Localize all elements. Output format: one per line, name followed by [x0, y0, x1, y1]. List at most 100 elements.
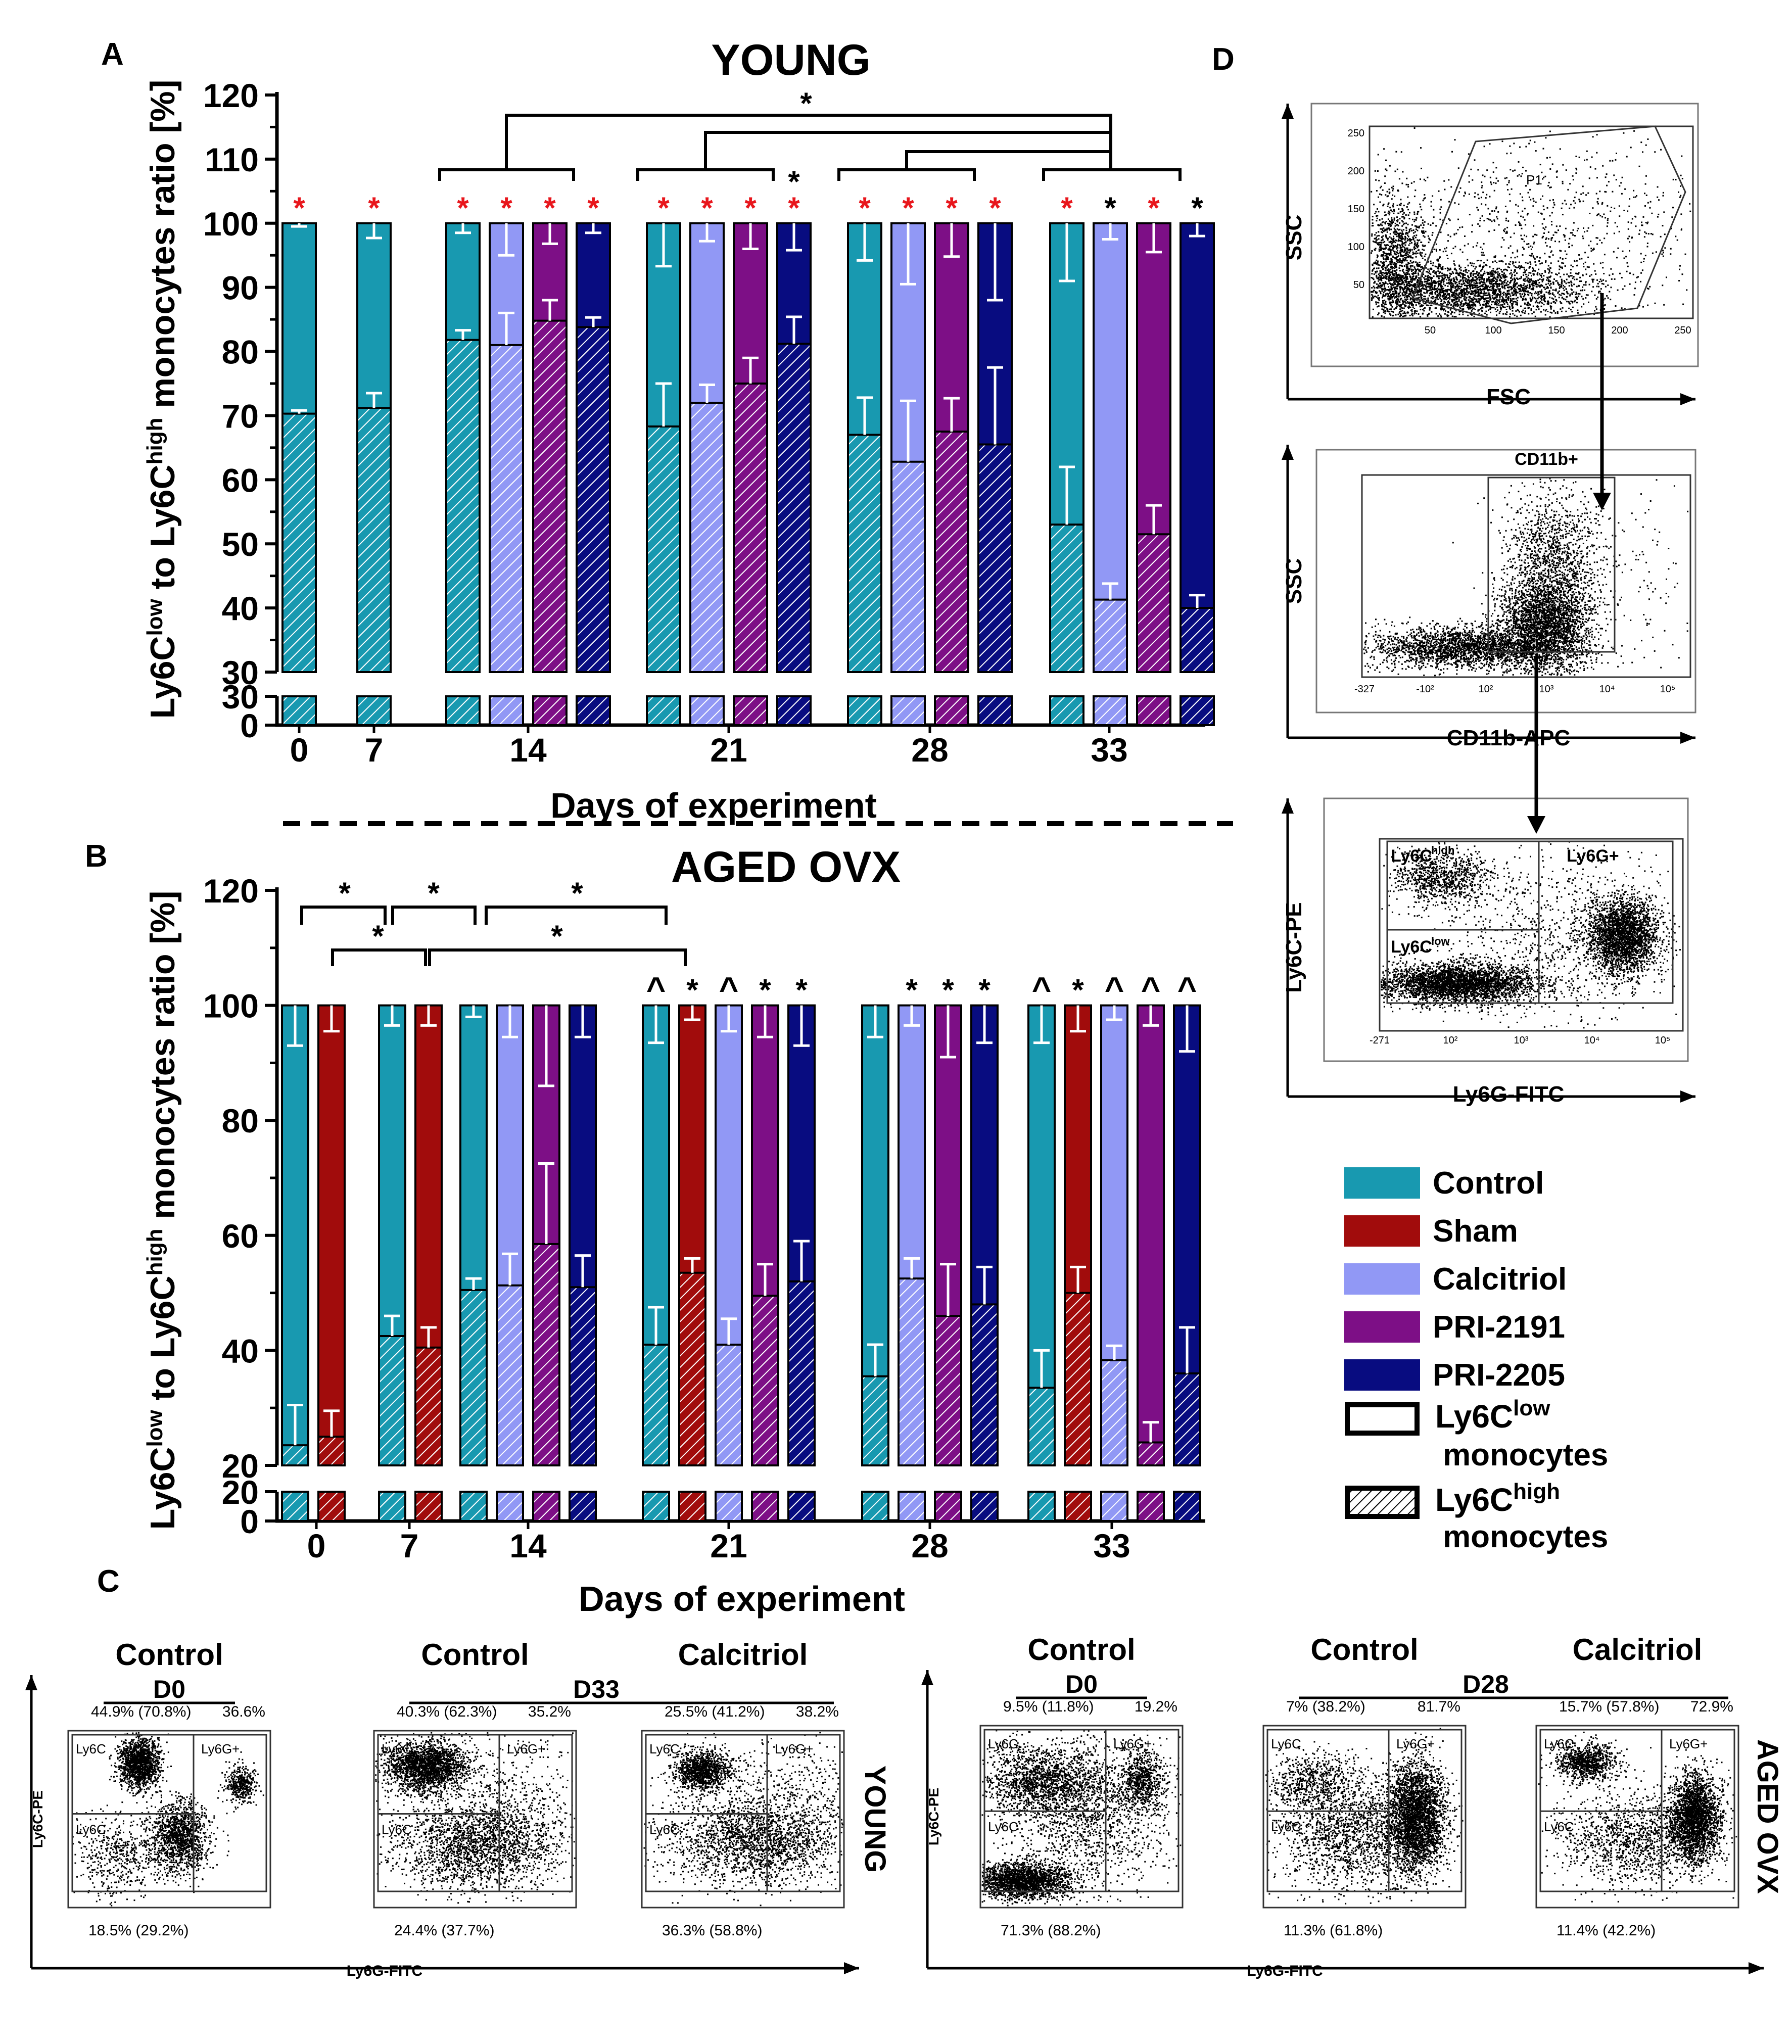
significance-mark: *	[500, 191, 512, 225]
bar-low-segment	[357, 223, 391, 408]
young-plot-2-q-bl: Ly6C	[649, 1822, 680, 1837]
bar-high-hatch	[460, 1290, 487, 1465]
significance-mark: *	[759, 973, 771, 1007]
bar-lower-outline	[1100, 1491, 1128, 1522]
young-ylabel: Ly6Clow to Ly6Chigh monocytes ratio [%]	[143, 80, 182, 719]
bar-lower-outline	[445, 695, 481, 726]
bar-high-hatch	[862, 1376, 888, 1465]
y-tick-label: 0	[240, 1503, 259, 1540]
bar-lower-outline	[281, 1491, 309, 1522]
bar-low-segment	[788, 1005, 815, 1281]
bar-high-hatch	[533, 320, 567, 672]
gating-plot-1-events	[1371, 127, 1691, 318]
bar-lower-hatch	[935, 1492, 961, 1521]
gating-plot-3-xtick: 10⁵	[1655, 1035, 1671, 1046]
panel-label-c: C	[97, 1564, 120, 1599]
gating-plot-2-axes	[1361, 474, 1691, 678]
bracket-significance: *	[551, 919, 563, 953]
bar-lower-hatch	[777, 696, 811, 725]
bar-lower-outline	[776, 695, 812, 726]
bracket-b-2	[391, 906, 477, 925]
significance-mark: *	[293, 191, 305, 225]
gating-plot-1-xtick: 50	[1425, 325, 1436, 336]
bar-lower-outline	[532, 1491, 560, 1522]
aged-plot-1-events	[1265, 1728, 1464, 1905]
aged-plot-1-day: D28	[1463, 1670, 1509, 1698]
young-plot-0-pct-top-left: 44.9% (70.8%)	[91, 1703, 191, 1720]
bar-lower-outline	[934, 695, 969, 726]
bar-lower-outline	[496, 1491, 524, 1522]
bar-high-hatch	[282, 1445, 308, 1465]
bar-lower-outline	[356, 695, 392, 726]
y-tick-label: 120	[203, 872, 259, 910]
gating-plot-1-ytick: 100	[1348, 242, 1364, 253]
legend-label-pri2205: PRI-2205	[1433, 1358, 1565, 1393]
bar-lower-outline	[898, 1491, 926, 1522]
young-xaxis-head	[844, 1962, 859, 1974]
significance-mark: ^	[1141, 970, 1161, 1008]
significance-mark: *	[1148, 191, 1160, 225]
significance-mark: *	[788, 165, 800, 199]
bar-lower-outline	[678, 1491, 706, 1522]
young-plot-1-q-tr: Ly6G+	[507, 1741, 545, 1756]
bar-lower-hatch	[357, 696, 391, 725]
legend-label-control: Control	[1433, 1166, 1544, 1201]
bar-high-hatch	[891, 461, 925, 672]
bar-lower-outline	[733, 695, 768, 726]
x-tick-label: 28	[911, 1527, 948, 1564]
gating-plot-2-xtick: -10²	[1416, 684, 1434, 695]
gate-cd11b	[1487, 477, 1616, 653]
bar-lower-hatch	[318, 1492, 345, 1521]
significance-mark: ^	[1032, 970, 1052, 1008]
gating-plot-1-ytick: 150	[1348, 204, 1364, 215]
young-plot-0-day: D0	[153, 1675, 185, 1703]
gating-plot-1-ytick: 50	[1353, 279, 1364, 291]
gating-plot-3-xtick: -271	[1370, 1035, 1390, 1046]
bar-high-hatch	[357, 408, 391, 672]
significance-mark: *	[946, 191, 958, 225]
aged-plot-1-q-bl: Ly6C	[1271, 1819, 1301, 1834]
bar-high-hatch	[899, 1278, 925, 1465]
bar-low-segment	[1181, 223, 1214, 608]
young-plot-0-q-tr: Ly6G+	[201, 1741, 240, 1756]
gating-plot-2-ylabel: SSC	[1282, 558, 1306, 604]
bracket-significance: *	[339, 876, 351, 910]
bar-low-segment	[415, 1005, 442, 1348]
bar-lower-outline	[1049, 695, 1084, 726]
bar-lower-outline	[890, 695, 926, 726]
bar-lower-outline	[977, 695, 1013, 726]
young-title: YOUNG	[711, 36, 870, 84]
bar-low-segment	[752, 1005, 778, 1296]
aged-xaxis-head	[1749, 1962, 1764, 1974]
y-tick-label: 30	[222, 654, 259, 691]
significance-mark: *	[701, 191, 713, 225]
bar-low-segment	[379, 1005, 405, 1336]
gating-plot-1-ylabel: SSC	[1282, 215, 1306, 260]
x-tick-label: 28	[911, 731, 948, 769]
y-tick-label: 0	[240, 707, 259, 744]
bar-lower-hatch	[716, 1492, 742, 1521]
aged-plot-2-q-bl: Ly6C	[1544, 1819, 1574, 1834]
y-tick-label: 20	[222, 1473, 259, 1511]
gate-p1-label: P1	[1526, 172, 1542, 187]
bar-lower-hatch	[734, 696, 767, 725]
bar-lower-outline	[317, 1491, 346, 1522]
aged-plot-0-q-bl: Ly6C	[988, 1819, 1018, 1834]
gating-plot-3-xtick: 10²	[1443, 1035, 1458, 1046]
significance-mark: *	[744, 191, 757, 225]
bar-high-hatch	[577, 327, 610, 672]
aged-plot-1-pct-bottom: 11.3% (61.8%)	[1284, 1922, 1383, 1939]
gating-quad-tl: Ly6C	[1391, 846, 1432, 866]
bar-lower-hatch	[1065, 1492, 1091, 1521]
bar-lower-hatch	[1138, 1492, 1164, 1521]
bracket-day21	[636, 168, 775, 181]
gating-plot-3-quad-box	[1386, 840, 1674, 1004]
bar-high-hatch	[734, 384, 767, 672]
panel-label-a: A	[101, 37, 124, 72]
aged-plot-0-q-tl: Ly6C	[988, 1736, 1018, 1751]
bar-high-hatch	[971, 1304, 998, 1465]
significance-mark: *	[457, 191, 469, 225]
gating-plot-2-frame	[1315, 449, 1696, 714]
legend-label-pri2191: PRI-2191	[1433, 1310, 1565, 1345]
gating-plot-3-xtick: 10⁴	[1584, 1035, 1600, 1046]
